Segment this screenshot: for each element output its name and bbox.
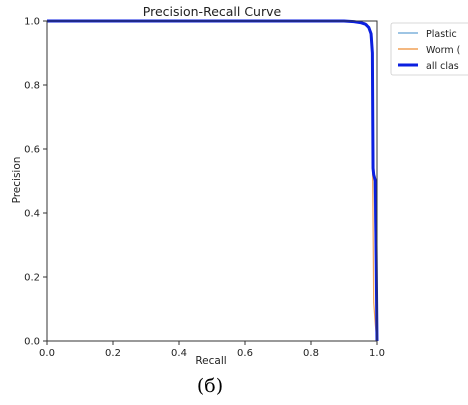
series-line-all-classes [47, 19, 379, 342]
legend: Plastic Worm ( all clas [390, 22, 468, 76]
y-tick-label: 1.0 [24, 17, 40, 28]
series-line-plastic [47, 20, 378, 342]
x-tick-label: 1.0 [369, 348, 385, 359]
legend-label-all-classes: all clas [426, 61, 459, 72]
legend-label-plastic: Plastic [426, 29, 457, 40]
chart-title: Precision-Recall Curve [143, 4, 282, 19]
y-tick-label: 0.4 [24, 209, 40, 220]
plot-frame [46, 20, 378, 342]
legend-box [390, 22, 468, 76]
x-tick-label: 0.6 [237, 348, 253, 359]
legend-label-worm: Worm ( [426, 45, 460, 56]
series-lines [47, 19, 379, 342]
x-tick-label: 0.2 [105, 348, 121, 359]
figure-caption: (б) [196, 375, 224, 397]
y-tick-label: 0.0 [24, 337, 40, 348]
series-line-worm [47, 20, 378, 342]
y-tick-label: 0.2 [24, 273, 40, 284]
x-tick-label: 0.4 [171, 348, 187, 359]
y-tick-label: 0.6 [24, 145, 40, 156]
y-axis-label: Precision [11, 157, 23, 204]
x-tick-label: 0.0 [39, 348, 55, 359]
precision-recall-chart: Precision-Recall Curve Precision Recall … [11, 4, 468, 367]
x-tick-label: 0.8 [303, 348, 319, 359]
y-tick-label: 0.8 [24, 81, 40, 92]
axis-ticks: 0.0 0.2 0.4 0.6 0.8 1.0 0.0 0.2 0.4 0.6 0.8 1.0 [24, 17, 385, 360]
x-axis-label: Recall [195, 355, 226, 367]
